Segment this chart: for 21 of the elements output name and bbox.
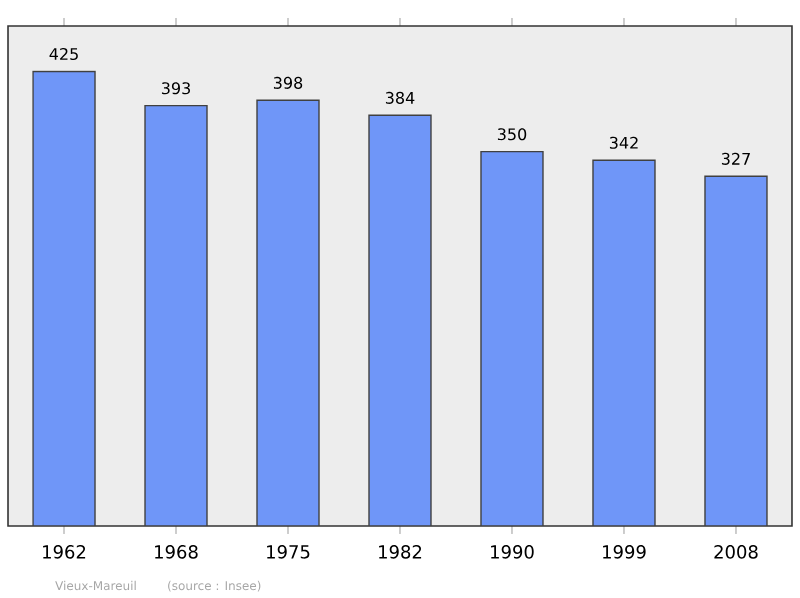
data-label: 425 (49, 47, 78, 61)
data-label: 342 (609, 136, 638, 149)
x-tick-label: 1982 (379, 545, 422, 559)
x-tick-label: 2008 (714, 545, 758, 559)
bar (368, 114, 432, 526)
data-label: 393 (161, 82, 190, 95)
x-tick-label: 1962 (43, 545, 86, 559)
x-tick-label: 1999 (603, 545, 646, 559)
data-label: 327 (721, 152, 750, 165)
data-label: 384 (385, 91, 415, 104)
bar (480, 150, 544, 526)
bar (256, 99, 320, 526)
x-tick-label: 1968 (155, 545, 198, 559)
x-tick-label: 1990 (491, 545, 534, 559)
bar (704, 175, 768, 526)
data-label: 398 (273, 76, 303, 89)
bar (32, 70, 96, 526)
data-label: 350 (497, 128, 527, 141)
x-tick-label: 1975 (267, 545, 310, 559)
bar (144, 104, 208, 526)
bar (592, 159, 656, 526)
